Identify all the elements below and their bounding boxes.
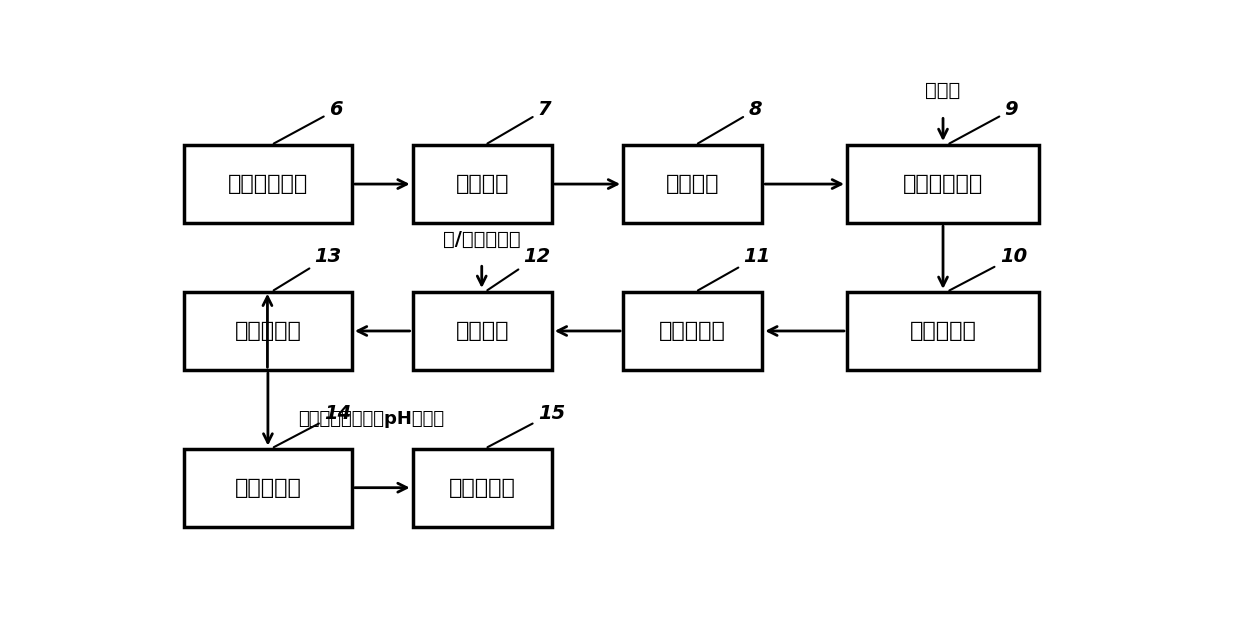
Text: 7: 7 bbox=[487, 100, 552, 144]
Text: 14: 14 bbox=[274, 404, 351, 447]
Text: 锰砂过滤器: 锰砂过滤器 bbox=[910, 321, 976, 341]
Text: 12: 12 bbox=[487, 247, 551, 290]
Text: 循环水排污水: 循环水排污水 bbox=[228, 174, 308, 194]
Text: 11: 11 bbox=[698, 247, 771, 291]
Text: 10: 10 bbox=[950, 247, 1027, 291]
Text: 还原剂、阻垢剂、pH调节剂: 还原剂、阻垢剂、pH调节剂 bbox=[298, 410, 444, 428]
Text: 循环水系统: 循环水系统 bbox=[449, 478, 516, 498]
Text: 酸/碱、杀菌剂: 酸/碱、杀菌剂 bbox=[443, 230, 521, 249]
Bar bbox=[413, 145, 552, 223]
Bar bbox=[184, 448, 352, 527]
Text: 9: 9 bbox=[950, 100, 1018, 144]
Text: 保安过滤器: 保安过滤器 bbox=[234, 321, 301, 341]
Text: 絮凝剂: 絮凝剂 bbox=[925, 81, 961, 100]
Text: 13: 13 bbox=[274, 247, 342, 291]
Text: 多介质过滤器: 多介质过滤器 bbox=[903, 174, 983, 194]
Bar bbox=[847, 292, 1039, 370]
Text: 超滤装置: 超滤装置 bbox=[455, 321, 508, 341]
Text: 6: 6 bbox=[274, 100, 342, 144]
Text: 15: 15 bbox=[487, 404, 565, 447]
Text: 盘式过滤器: 盘式过滤器 bbox=[660, 321, 727, 341]
Text: 反渗透装置: 反渗透装置 bbox=[234, 478, 301, 498]
Bar bbox=[622, 145, 763, 223]
Bar bbox=[413, 448, 552, 527]
Bar bbox=[413, 292, 552, 370]
Text: 曝气装置: 曝气装置 bbox=[455, 174, 508, 194]
Text: 8: 8 bbox=[698, 100, 761, 144]
Bar bbox=[847, 145, 1039, 223]
Bar bbox=[184, 145, 352, 223]
Text: 回用水箱: 回用水箱 bbox=[666, 174, 719, 194]
Bar bbox=[184, 292, 352, 370]
Bar bbox=[622, 292, 763, 370]
